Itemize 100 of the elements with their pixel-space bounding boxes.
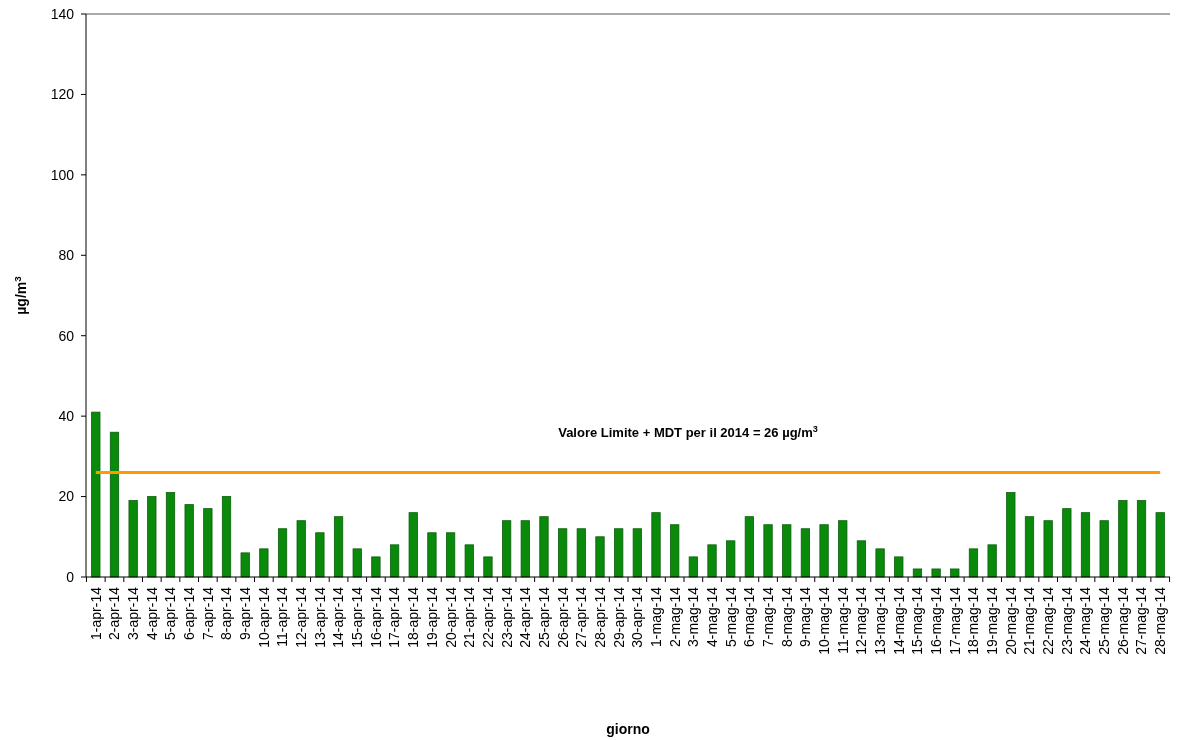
bar (632, 528, 642, 578)
x-tick-label: 22-apr-14 (479, 586, 496, 648)
x-tick-label: 13-apr-14 (311, 586, 328, 648)
x-tick-label: 8-apr-14 (218, 586, 235, 640)
x-tick-label: 1-apr-14 (87, 586, 104, 640)
x-tick-label: 16-apr-14 (367, 586, 384, 648)
bar (595, 536, 605, 578)
x-tick-label: 5-mag-14 (722, 586, 739, 647)
bar (240, 552, 250, 578)
x-tick-label: 7-apr-14 (199, 586, 216, 640)
bar (856, 540, 867, 578)
bar (688, 556, 698, 578)
bar (502, 520, 512, 578)
x-tick-label: 7-mag-14 (759, 586, 776, 647)
x-tick-label: 25-mag-14 (1096, 586, 1113, 655)
y-tick-label: 0 (66, 568, 75, 585)
bar (165, 492, 176, 578)
ref-line-label: Valore Limite + MDT per il 2014 = 26 µg/m$^{3}$ (558, 424, 818, 441)
bar (128, 500, 138, 578)
y-tick-label: 120 (50, 86, 75, 103)
x-tick-label: 28-apr-14 (591, 586, 608, 648)
bar (296, 520, 306, 578)
x-tick-label: 26-apr-14 (554, 586, 571, 648)
x-tick-label: 20-apr-14 (442, 586, 459, 648)
bar (446, 532, 456, 578)
x-tick-label: 3-mag-14 (685, 586, 702, 647)
bar (259, 548, 269, 578)
x-tick-label: 6-mag-14 (741, 586, 758, 647)
y-tick-label: 20 (58, 488, 75, 505)
x-tick-label: 4-mag-14 (703, 586, 720, 647)
y-tick-label: 40 (58, 408, 75, 425)
bar (315, 532, 325, 578)
x-tick-label: 18-apr-14 (405, 586, 422, 648)
bar (1155, 512, 1165, 578)
bar (800, 528, 810, 578)
x-tick-label: 21-apr-14 (461, 586, 478, 648)
x-tick-label: 23-apr-14 (498, 586, 515, 648)
y-tick-label: 140 (50, 5, 75, 22)
x-tick-label: 12-apr-14 (293, 586, 310, 648)
y-tick-label: 60 (58, 327, 75, 344)
bar (1024, 516, 1035, 578)
bar (576, 528, 586, 578)
bar (464, 544, 474, 578)
bar (614, 528, 624, 578)
x-tick-label: 20-mag-14 (1002, 586, 1019, 655)
x-tick-label: 18-mag-14 (965, 586, 982, 655)
bar (203, 508, 213, 578)
bar (184, 504, 194, 578)
y-tick-label: 80 (58, 247, 75, 264)
x-tick-label: 8-mag-14 (778, 586, 795, 647)
bar (819, 524, 829, 578)
bar (782, 524, 792, 578)
x-tick-label: 9-apr-14 (237, 586, 254, 640)
bar (931, 568, 941, 578)
bar (277, 528, 288, 578)
bar (221, 496, 232, 578)
bar (109, 431, 120, 578)
bar (333, 516, 344, 578)
bar (1062, 508, 1072, 578)
y-tick-label: 100 (50, 166, 75, 183)
x-axis-title: giorno (606, 721, 650, 737)
bar (968, 548, 979, 578)
bar (894, 556, 904, 578)
bar (763, 524, 773, 578)
x-tick-label: 12-mag-14 (853, 586, 870, 655)
x-tick-label: 2-apr-14 (106, 586, 123, 640)
x-tick-label: 16-mag-14 (928, 586, 945, 655)
x-tick-label: 23-mag-14 (1058, 586, 1075, 655)
bar (558, 528, 568, 578)
x-tick-label: 6-apr-14 (181, 586, 198, 640)
x-tick-label: 27-mag-14 (1133, 586, 1150, 655)
bar (1136, 500, 1147, 578)
bar (987, 544, 997, 578)
x-tick-label: 26-mag-14 (1114, 586, 1131, 655)
x-tick-label: 11-apr-14 (274, 586, 291, 647)
x-tick-label: 13-mag-14 (871, 586, 888, 655)
bar (520, 520, 530, 578)
x-tick-label: 14-apr-14 (330, 586, 347, 648)
x-tick-label: 14-mag-14 (890, 586, 907, 655)
x-tick-label: 25-apr-14 (535, 586, 552, 648)
bar (427, 532, 437, 578)
bar (838, 520, 848, 578)
bar (744, 516, 754, 578)
bar (1043, 520, 1053, 578)
x-tick-label: 15-apr-14 (349, 586, 366, 648)
x-tick-label: 10-mag-14 (815, 586, 832, 655)
x-tick-label: 19-mag-14 (984, 586, 1001, 655)
bar (875, 548, 885, 578)
bar (726, 540, 736, 578)
x-tick-label: 2-mag-14 (666, 586, 683, 647)
bar (389, 544, 400, 578)
bar (147, 496, 157, 578)
bar (1080, 512, 1091, 578)
x-tick-label: 15-mag-14 (909, 586, 926, 655)
bar (91, 411, 101, 578)
x-tick-label: 9-mag-14 (797, 586, 814, 647)
bar (1006, 492, 1016, 578)
x-tick-label: 17-apr-14 (386, 586, 403, 648)
x-tick-label: 10-apr-14 (255, 586, 272, 648)
bar (483, 556, 493, 578)
